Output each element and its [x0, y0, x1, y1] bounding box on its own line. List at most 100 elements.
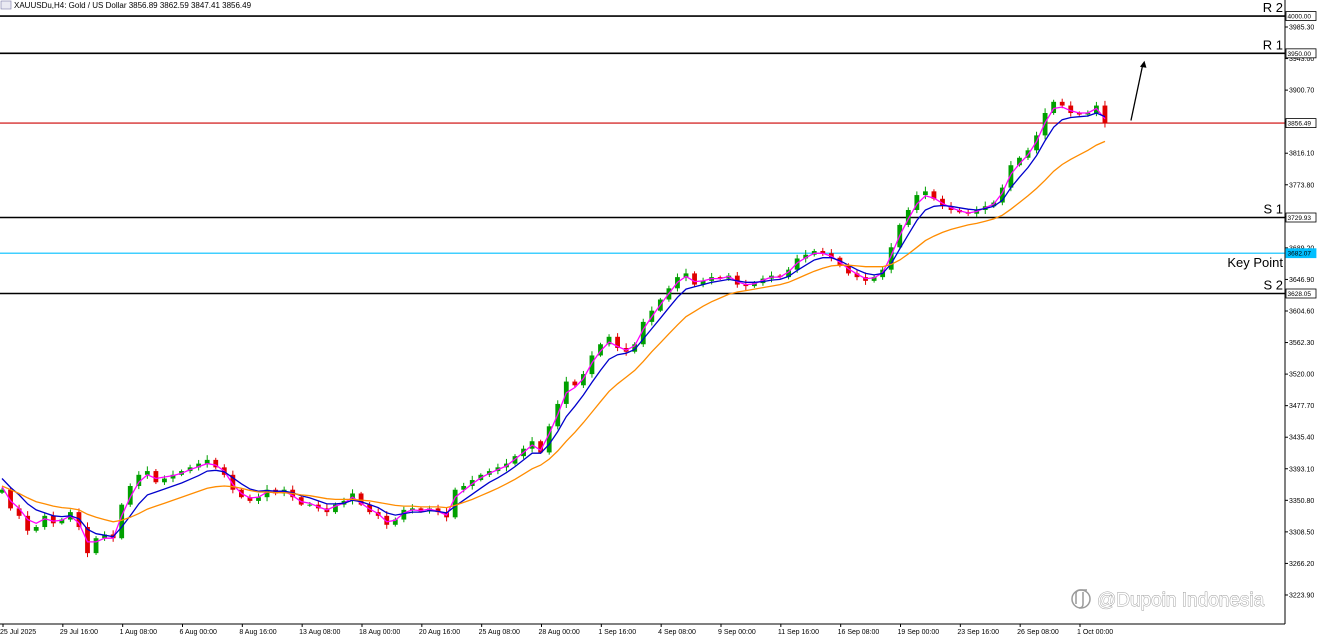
- candle-bull: [923, 191, 928, 196]
- candle-bull: [905, 209, 911, 225]
- candle-bull: [307, 504, 313, 506]
- candle-bull: [333, 504, 338, 513]
- time-axis[interactable]: 25 Jul 2025 29 Jul 16:00 1 Aug 08:00 6 Aug …: [0, 623, 1285, 636]
- time-tick-label: 26 Sep 08:00: [1017, 629, 1059, 636]
- level-label-s-1: S 1: [1263, 202, 1283, 217]
- candle-bull: [392, 519, 398, 525]
- price-tick-label: 3266.20: [1289, 561, 1314, 568]
- candle-bull: [162, 478, 167, 483]
- candle-bear: [1068, 105, 1074, 114]
- candle-bull: [136, 474, 142, 486]
- price-tick-label: 3223.90: [1289, 592, 1314, 599]
- candle-bull: [914, 195, 920, 210]
- time-tick-label: 13 Aug 08:00: [299, 629, 340, 636]
- price-tick-label: 3393.10: [1289, 466, 1314, 473]
- candle-bear: [615, 336, 620, 348]
- candle-bull: [33, 527, 39, 531]
- price-tag: [1285, 212, 1317, 223]
- price-tag: [1285, 288, 1317, 299]
- candle-bear: [743, 284, 749, 287]
- candle-bull: [598, 344, 603, 356]
- time-tick-label: 23 Sep 16:00: [957, 629, 999, 636]
- level-label-r-1: R 1: [1263, 37, 1283, 52]
- candle-bull: [871, 277, 877, 281]
- level-label-s-2: S 2: [1263, 278, 1283, 293]
- candle-bear: [358, 493, 364, 505]
- level-labels-layer: R 2 R 1 S 1 Key Point S 2: [1227, 0, 1283, 292]
- candle-bear: [50, 515, 56, 524]
- candle-bear: [931, 191, 937, 199]
- price-tick-label: 3308.50: [1289, 529, 1314, 536]
- candle-bull: [589, 355, 595, 375]
- candle-bear: [153, 471, 159, 483]
- time-tick-label: 25 Aug 08:00: [479, 629, 520, 636]
- candle-bear: [8, 489, 13, 509]
- watermark-text: @Dupoin Indonesia: [1097, 590, 1265, 611]
- price-axis[interactable]: 3985.303943.003900.703858.403816.103773.…: [1284, 0, 1314, 624]
- candle-bull: [0, 489, 5, 493]
- candle-bear: [538, 441, 544, 453]
- candle-bull: [196, 463, 202, 468]
- price-tick-label: 3477.70: [1289, 403, 1314, 410]
- candle-bull: [469, 480, 475, 486]
- dupoin-logo-icon: [1071, 589, 1091, 609]
- candle-bull: [461, 485, 467, 490]
- price-tag-text: 3628.05: [1288, 291, 1312, 298]
- moving-average-line-2: [1, 112, 1106, 538]
- price-tick-label: 3562.30: [1289, 340, 1314, 347]
- moving-averages-layer: [1, 106, 1106, 543]
- time-tick-label: 4 Sep 08:00: [658, 629, 696, 636]
- level-label-r-2: R 2: [1263, 0, 1283, 15]
- candle-bear: [734, 275, 740, 285]
- candle-bull: [119, 504, 125, 539]
- trend-arrow-layer: [1130, 60, 1147, 121]
- chart-menu-icon[interactable]: [0, 0, 12, 10]
- candle-bull: [204, 459, 210, 464]
- price-tick-label: 3646.90: [1289, 277, 1314, 284]
- symbol-header: XAUUSDu,H4: Gold / US Dollar 3856.89 386…: [0, 0, 252, 10]
- candle-bear: [846, 265, 851, 274]
- candle-bull: [93, 538, 99, 554]
- candle-bear: [572, 381, 578, 386]
- candle-bull: [1085, 113, 1091, 115]
- candle-bear: [828, 253, 834, 258]
- candle-bull: [999, 187, 1005, 203]
- candle-bull: [760, 278, 766, 284]
- time-tick-label: 29 Jul 16:00: [60, 629, 98, 636]
- candle-bull: [144, 471, 150, 475]
- candle-bull: [1034, 135, 1039, 151]
- candle-bear: [854, 273, 860, 278]
- price-tag: [1285, 118, 1317, 128]
- time-tick-label: 1 Aug 08:00: [120, 629, 157, 636]
- candle-bull: [452, 489, 458, 518]
- moving-average-line-1: [1, 106, 1106, 543]
- candle-bull: [42, 515, 48, 528]
- price-tick-label: 3943.00: [1289, 56, 1314, 63]
- candle-bull: [264, 489, 270, 498]
- candle-bull: [700, 280, 706, 285]
- candle-bull: [1051, 101, 1057, 114]
- price-tick-label: 3604.60: [1289, 308, 1314, 315]
- price-tag-text: 3856.49: [1288, 121, 1312, 128]
- candle-bull: [256, 497, 261, 501]
- candle-bear: [230, 474, 236, 490]
- candle-bull: [546, 426, 552, 453]
- candle-bull: [59, 519, 65, 524]
- watermark: @Dupoin Indonesia: [1071, 589, 1265, 611]
- price-tick-label: 3816.10: [1289, 151, 1314, 158]
- price-tick-label: 3520.00: [1289, 372, 1314, 379]
- candle-bear: [85, 527, 90, 554]
- candle-bull: [1008, 165, 1014, 188]
- candle-bull: [102, 534, 107, 539]
- price-tag: [1285, 11, 1317, 21]
- candle-bull: [127, 485, 133, 505]
- time-tick-label: 1 Oct 00:00: [1077, 629, 1113, 636]
- candle-bear: [213, 459, 219, 468]
- candle-bear: [247, 497, 253, 501]
- trend-arrow-head: [1139, 60, 1147, 68]
- time-tick-label: 19 Sep 00:00: [898, 629, 940, 636]
- price-tick-label: 3900.70: [1289, 88, 1314, 95]
- candle-bull: [640, 321, 646, 345]
- candle-bear: [1076, 113, 1082, 115]
